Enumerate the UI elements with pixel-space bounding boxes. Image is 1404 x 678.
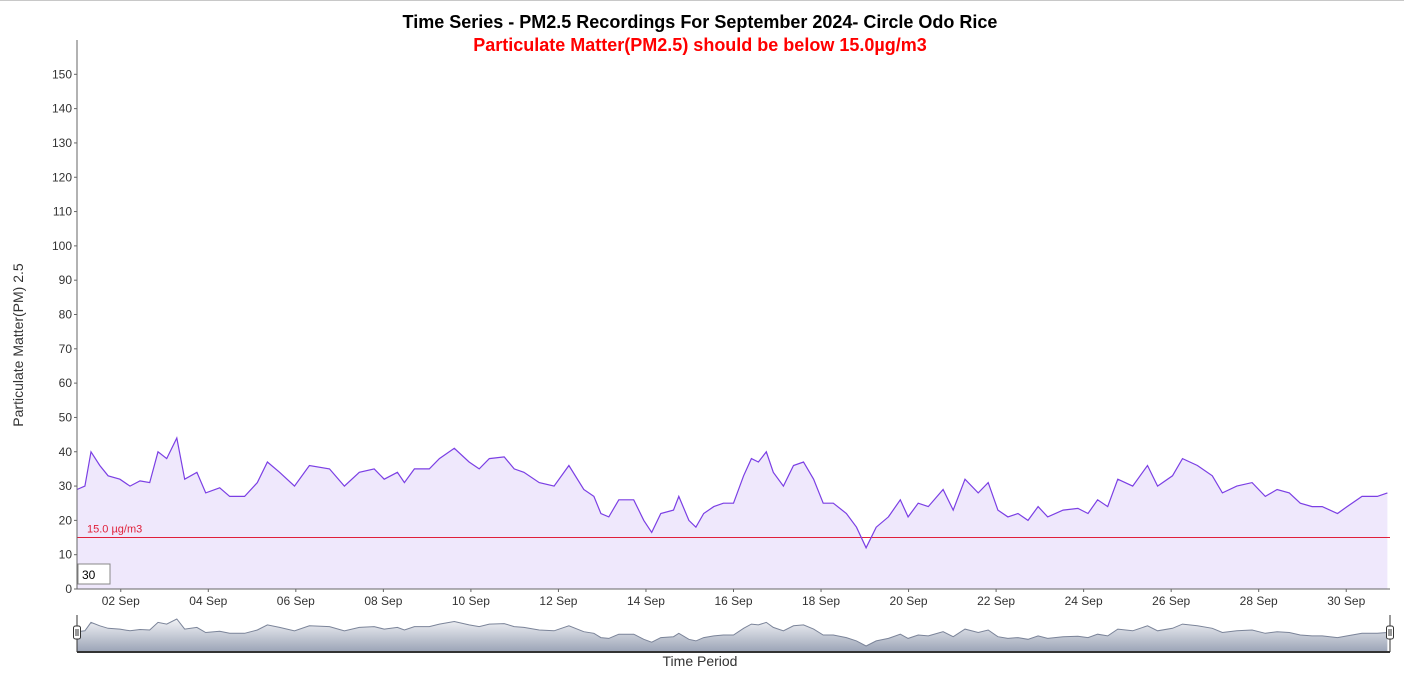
y-tick-label: 90 [59, 273, 73, 287]
y-tick-label: 80 [59, 308, 73, 322]
chart-title: Time Series - PM2.5 Recordings For Septe… [403, 12, 998, 32]
y-tick-label: 120 [52, 170, 72, 184]
x-tick-label: 18 Sep [802, 594, 840, 608]
y-tick-label: 100 [52, 239, 72, 253]
x-tick-label: 22 Sep [977, 594, 1015, 608]
x-tick-label: 16 Sep [714, 594, 752, 608]
y-tick-label: 60 [59, 376, 73, 390]
area [77, 438, 1388, 589]
x-tick-label: 28 Sep [1240, 594, 1278, 608]
y-tick-label: 70 [59, 342, 73, 356]
chart-subtitle: Particulate Matter(PM2.5) should be belo… [473, 35, 926, 55]
x-tick-label: 14 Sep [627, 594, 665, 608]
x-tick-label: 30 Sep [1327, 594, 1365, 608]
x-tick-label: 08 Sep [364, 594, 402, 608]
x-tick-label: 06 Sep [277, 594, 315, 608]
y-tick-label: 20 [59, 513, 73, 527]
navigator-line [76, 618, 1388, 647]
navigator-handle[interactable] [73, 625, 81, 640]
navigator-handle[interactable] [1386, 625, 1394, 640]
x-tick-label: 10 Sep [452, 594, 490, 608]
threshold-label: 15.0 µg/m3 [87, 524, 142, 536]
y-axis-label: Particulate Matter(PM) 2.5 [10, 263, 26, 427]
y-tick-label: 0 [65, 582, 72, 596]
roll-period-input[interactable] [77, 563, 111, 585]
x-axis-label: Time Period [663, 653, 738, 669]
x-tick-label: 26 Sep [1152, 594, 1190, 608]
x-tick-label: 12 Sep [539, 594, 577, 608]
x-tick-label: 24 Sep [1065, 594, 1103, 608]
y-tick-label: 140 [52, 102, 72, 116]
x-tick-label: 02 Sep [102, 594, 140, 608]
x-tick-label: 20 Sep [890, 594, 928, 608]
roll-period-value: 30 [82, 568, 96, 582]
y-tick-label: 40 [59, 445, 73, 459]
y-tick-label: 10 [59, 548, 73, 562]
y-tick-label: 30 [59, 479, 73, 493]
y-tick-label: 110 [53, 205, 72, 219]
y-tick-label: 50 [59, 410, 73, 424]
series-line [76, 436, 1388, 550]
y-tick-label: 150 [52, 67, 72, 81]
y-tick-label: 130 [52, 136, 72, 150]
x-tick-label: 04 Sep [189, 594, 227, 608]
